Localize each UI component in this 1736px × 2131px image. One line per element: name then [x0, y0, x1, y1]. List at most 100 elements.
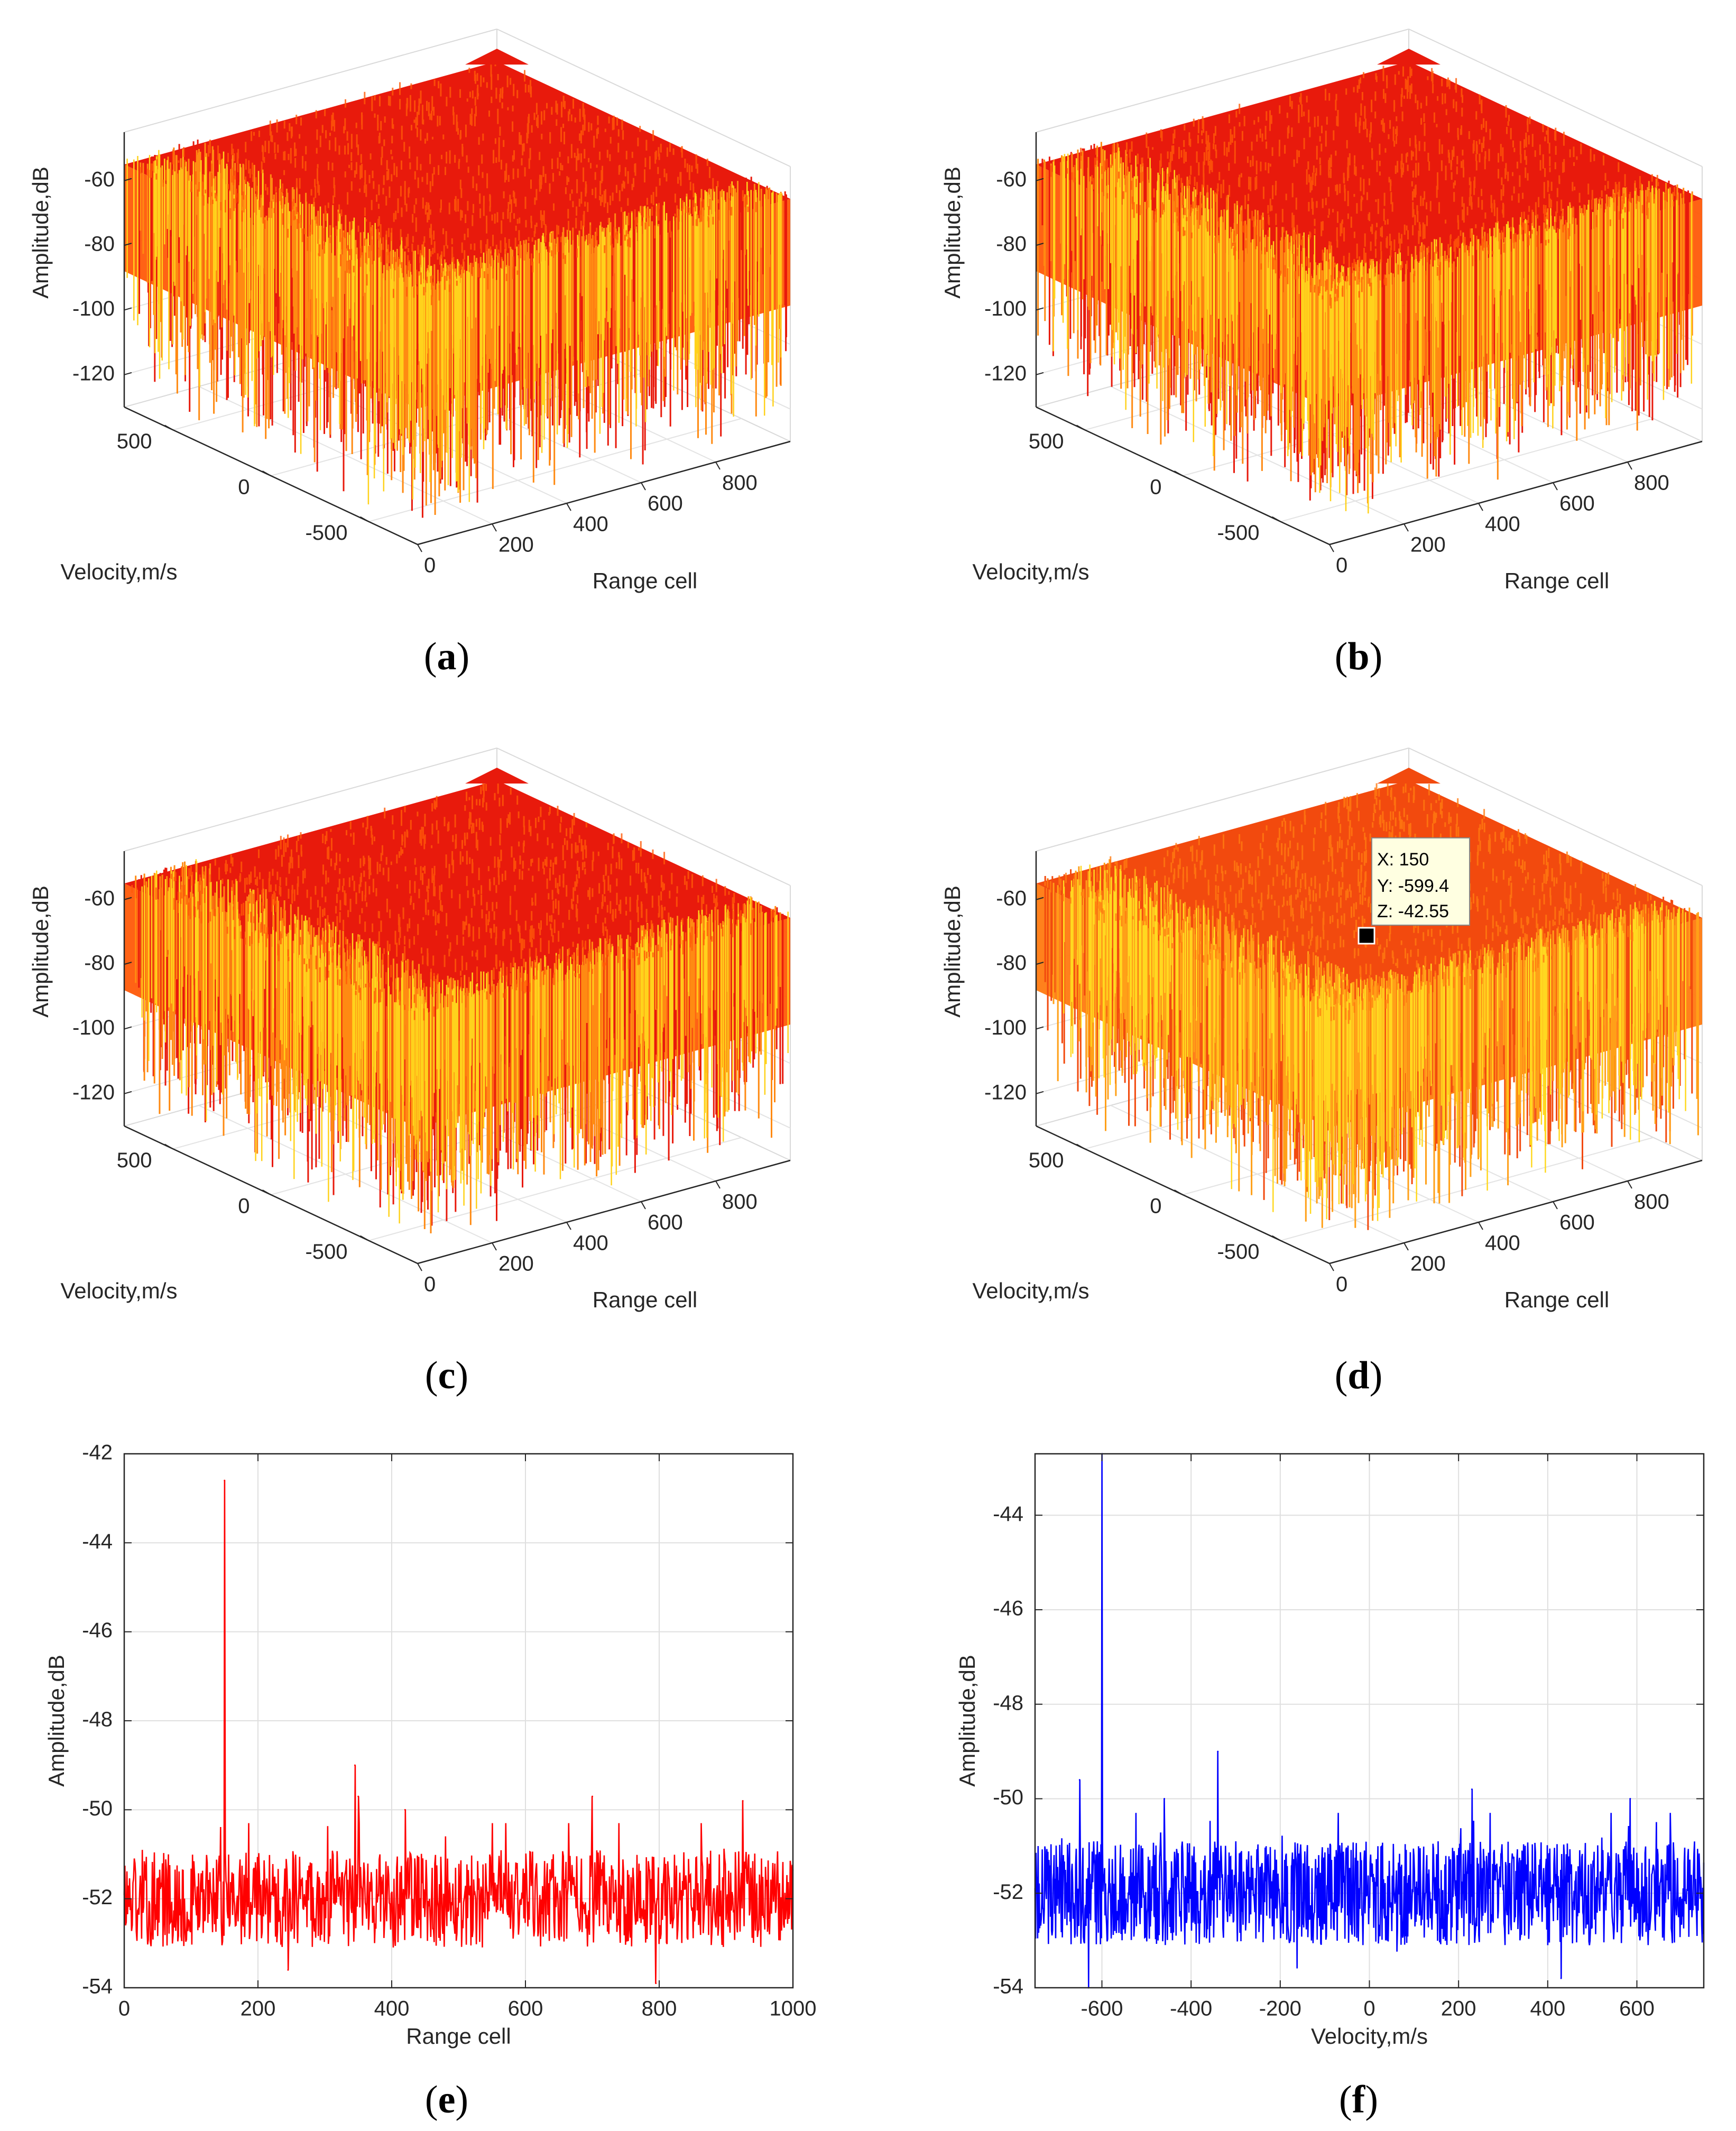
y-tick-label: -42 [82, 1441, 113, 1464]
x-tick [492, 1242, 497, 1251]
x-axis-label: Range cell [1504, 568, 1609, 593]
panel-label-e: (e) [424, 2078, 469, 2121]
axes: -60 -80 -100 -120 500 0 -500 0 200 400 600 800 Ampli… [28, 851, 791, 1312]
z-tick-label: -100 [72, 1016, 115, 1039]
y-tick-label: 0 [238, 476, 250, 499]
peak-point [354, 1764, 356, 1766]
x-tick-label: 400 [374, 1997, 410, 2021]
x-tick-label: 200 [498, 1252, 534, 1276]
x-tick-label: 400 [1530, 1997, 1565, 2021]
surface-texture [1050, 66, 1685, 309]
surface-peak [1377, 49, 1440, 65]
z-tick-label: -60 [84, 168, 115, 191]
peak-point [1164, 1797, 1166, 1800]
z-tick [1036, 897, 1044, 900]
z-tick [124, 372, 132, 375]
panel-label-b: (b) [1334, 635, 1383, 678]
spikes-yellow [1063, 864, 1686, 1221]
line-chart-e: 0 200 400 600 800 1000 -42 -44 -46 -48 -50 -52 -54 Ra… [44, 1441, 816, 2049]
x-tick-label: 600 [648, 492, 683, 515]
peak-point [742, 1800, 744, 1802]
z-tick-label: -80 [84, 952, 115, 975]
axes: -60 -80 -100 -120 500 0 -500 0 200 400 600 800 Ampli… [940, 132, 1703, 593]
y-tick-label: 0 [1150, 476, 1161, 499]
y-tick [1076, 425, 1085, 431]
y-tick-label: 500 [1029, 1149, 1064, 1172]
y-tick-label: -500 [305, 521, 347, 545]
datatip-z: Z: -42.55 [1377, 901, 1449, 921]
datatip-x: X: 150 [1377, 850, 1429, 870]
y-tick [1174, 1189, 1183, 1195]
x-axis-label: Range cell [593, 568, 697, 593]
x-tick [1478, 1222, 1483, 1230]
z-tick [124, 1026, 132, 1030]
z-tick [124, 962, 132, 965]
y-tick-label: -500 [1217, 1240, 1259, 1263]
surface [124, 768, 790, 1233]
y-tick [360, 1235, 369, 1241]
x-tick-label: 200 [498, 533, 534, 557]
y-tick-label: 500 [117, 1149, 152, 1172]
datatip-marker [1358, 927, 1375, 945]
peak-point [1217, 1750, 1219, 1752]
x-tick [641, 1201, 646, 1210]
x-tick [417, 544, 422, 552]
z-tick-label: -120 [984, 362, 1027, 385]
x-tick [1403, 1242, 1409, 1251]
surface-peak [465, 49, 529, 65]
panel-label-a: (a) [423, 635, 470, 678]
peak-point [655, 1982, 657, 1985]
z-tick [124, 307, 132, 311]
y-tick-label: 0 [1150, 1195, 1161, 1218]
z-axis-label: Amplitude,dB [28, 885, 53, 1018]
y-tick-label: -52 [993, 1880, 1023, 1904]
x-axis-label: Range cell [593, 1287, 697, 1312]
x-axis-line [1329, 1159, 1703, 1265]
y-tick-label: -48 [82, 1708, 113, 1731]
x-axis-line [1329, 440, 1703, 546]
y-tick-label: 0 [238, 1195, 250, 1218]
y-tick [360, 516, 369, 522]
peak-point [287, 1969, 289, 1971]
x-tick-label: 600 [1559, 1211, 1595, 1234]
y-tick-label: 500 [1029, 430, 1064, 453]
x-tick-label: 400 [573, 513, 608, 536]
x-tick [715, 1180, 721, 1189]
y-tick-label: 500 [117, 430, 152, 453]
x-tick-label: 0 [424, 1273, 436, 1296]
spikes-yellow [141, 859, 789, 1224]
x-tick-label: -200 [1259, 1997, 1301, 2021]
datatip: X: 150 Y: -599.4 Z: -42.55 [1358, 837, 1470, 945]
x-tick-label: 600 [508, 1997, 543, 2021]
surface-chart-a: -60 -80 -100 -120 500 0 -500 0 200 400 600 800 Ampli… [28, 29, 791, 593]
x-tick-label: 200 [1410, 1252, 1446, 1276]
x-tick-label: 200 [1410, 533, 1446, 557]
x-tick-label: 0 [424, 554, 436, 577]
y-tick-label: -54 [993, 1975, 1023, 1998]
panel-label-c: (c) [424, 1354, 469, 1397]
z-tick-label: -120 [984, 1081, 1027, 1104]
surface-peak [465, 768, 529, 784]
datatip-y: Y: -599.4 [1377, 876, 1449, 896]
x-tick [1329, 1263, 1334, 1271]
y-tick-label: -50 [82, 1797, 113, 1820]
z-tick-label: -100 [72, 297, 115, 320]
x-tick-label: 800 [722, 1191, 758, 1214]
y-tick-label: -500 [1217, 521, 1259, 545]
z-axis-label: Amplitude,dB [940, 885, 965, 1018]
peak-point [224, 1480, 226, 1481]
y-tick [262, 471, 271, 476]
y-axis-label: Amplitude,dB [955, 1655, 980, 1787]
surface [124, 49, 790, 518]
z-tick-label: -60 [84, 887, 115, 910]
y-tick-label: -500 [305, 1240, 347, 1263]
x-tick-label: 200 [1441, 1997, 1476, 2021]
surface-chart-d: -60 -80 -100 -120 500 0 -500 0 200 400 600 800 Ampli… [940, 748, 1703, 1312]
box-edge [496, 748, 791, 886]
surface-chart-b: -60 -80 -100 -120 500 0 -500 0 200 400 600 800 Ampli… [940, 29, 1703, 593]
x-tick-label: 0 [1336, 554, 1347, 577]
series-line [1034, 1453, 1705, 1988]
x-tick-label: 600 [1619, 1997, 1655, 2021]
x-tick [417, 1263, 422, 1271]
